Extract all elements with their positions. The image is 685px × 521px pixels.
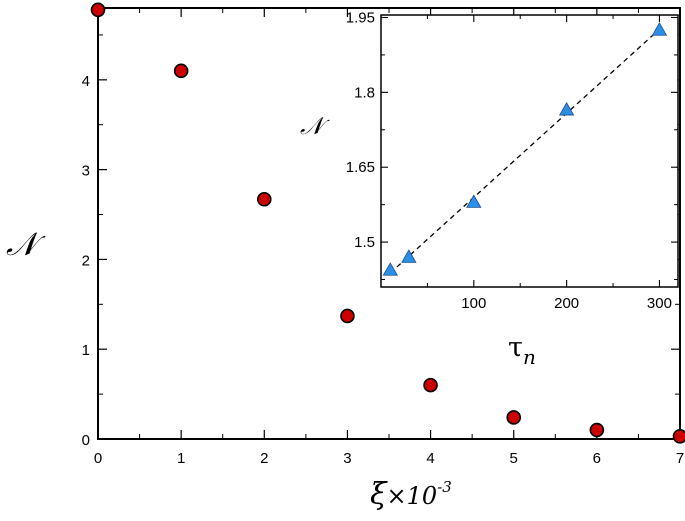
main-x-tick-label: 4 <box>426 450 434 467</box>
inset-data-point <box>401 249 417 263</box>
main-y-tick-label: 2 <box>82 252 90 269</box>
main-data-point <box>340 308 355 324</box>
inset-x-axis-title: τn <box>508 332 536 369</box>
main-y-axis-title: 𝒩 <box>6 225 46 263</box>
inset-data-point <box>651 22 668 36</box>
main-x-tick-label: 5 <box>510 450 518 467</box>
main-x-tick-label: 7 <box>676 450 684 467</box>
main-data-point <box>90 2 106 18</box>
main-y-tick-label: 0 <box>82 432 90 449</box>
main-x-tick-label: 6 <box>593 450 601 467</box>
inset-x-tick-label: 300 <box>647 295 672 312</box>
inset-y-axis-title: 𝒩 <box>300 112 330 140</box>
main-x-axis-multiplier: ×10 <box>387 482 438 510</box>
inset-plot-frame <box>380 14 679 288</box>
inset-data-point <box>466 194 482 208</box>
main-data-point <box>423 377 438 393</box>
inset-x-tick-label: 100 <box>461 295 486 312</box>
inset-plot-background <box>381 15 678 287</box>
inset-y-tick-label: 1.5 <box>354 234 375 251</box>
inset-data-point <box>382 262 398 276</box>
inset-points <box>382 22 668 276</box>
inset-x-axis-symbol: τ <box>508 332 523 363</box>
main-data-point <box>506 410 522 425</box>
main-x-ticks: 0 1 2 3 4 5 6 7 <box>94 8 684 467</box>
main-x-axis-title: ξ×10-3 <box>370 477 452 512</box>
inset-y-tick-label: 1.8 <box>354 84 375 101</box>
main-y-tick-label: 4 <box>82 73 90 90</box>
main-data-point <box>173 63 189 79</box>
inset-x-ticks: 100 200 300 <box>426 15 672 312</box>
main-x-tick-label: 3 <box>343 450 351 467</box>
inset-fit-line <box>389 28 660 274</box>
main-data-point <box>589 422 605 438</box>
main-x-tick-label: 2 <box>260 450 268 467</box>
inset-data-point <box>558 102 575 116</box>
main-data-point <box>672 429 685 444</box>
main-y-tick-label: 1 <box>82 342 90 359</box>
main-points <box>90 2 685 444</box>
main-data-point <box>256 191 272 207</box>
inset-x-axis-subscript: n <box>523 345 536 369</box>
main-x-axis-exponent: -3 <box>437 478 452 496</box>
inset-y-tick-label: 1.95 <box>346 9 375 26</box>
main-y-tick-label: 3 <box>82 163 90 180</box>
inset-y-ticks: 1.5 1.65 1.8 1.95 <box>346 9 678 281</box>
inset-y-tick-label: 1.65 <box>346 159 375 176</box>
main-x-axis-symbol: ξ <box>370 477 388 512</box>
inset-x-tick-label: 200 <box>554 295 579 312</box>
main-x-tick-label: 1 <box>177 450 185 467</box>
main-x-tick-label: 0 <box>94 450 102 467</box>
